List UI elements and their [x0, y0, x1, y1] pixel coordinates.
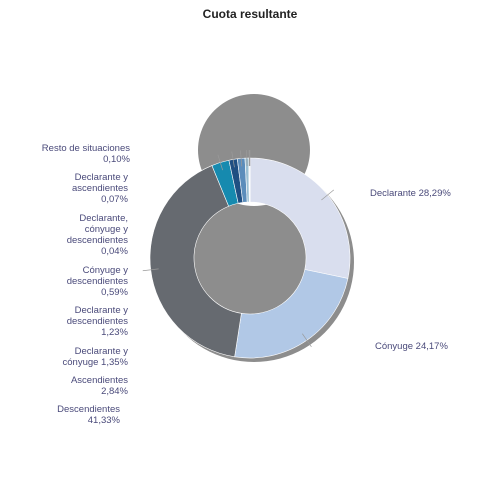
leader-line-1	[302, 333, 312, 348]
leader-line-4	[231, 151, 235, 168]
slice-label-declarante-y-ascendientes: Declarante y ascendientes 0,07%	[72, 172, 128, 205]
slice-label-ascendientes: Ascendientes 2,84%	[70, 375, 128, 397]
slice-label-declarante-conyuge-y-descendientes: Declarante, cónyuge y descendientes 0,04…	[66, 213, 128, 257]
leader-line-0	[321, 189, 335, 201]
leader-line-6	[246, 150, 248, 167]
slice-label-descendientes: Descendientes 41,33%	[57, 404, 120, 426]
slices-group	[149, 157, 351, 359]
slice-label-declarante: Declarante 28,29%	[370, 188, 451, 199]
slice-descendientes	[149, 165, 242, 358]
slice-declarante	[249, 157, 351, 279]
leader-line-5	[240, 150, 243, 167]
slice-cónyuge	[234, 269, 349, 359]
slice-label-conyuge-y-descendientes: Cónyuge y descendientes 0,59%	[66, 265, 128, 298]
leader-line-2	[142, 268, 159, 272]
slice-label-declarante-y-descendientes: Declarante y descendientes 1,23%	[66, 305, 128, 338]
slice-label-conyuge: Cónyuge 24,17%	[375, 341, 448, 352]
leader-lines	[142, 149, 335, 348]
slice-label-declarante-y-conyuge: Declarante y cónyuge 1,35%	[62, 346, 129, 368]
slice-label-resto-de-situaciones: Resto de situaciones 0,10%	[41, 143, 130, 165]
leader-line-3	[217, 154, 224, 171]
chart-title: Cuota resultante	[202, 7, 298, 21]
